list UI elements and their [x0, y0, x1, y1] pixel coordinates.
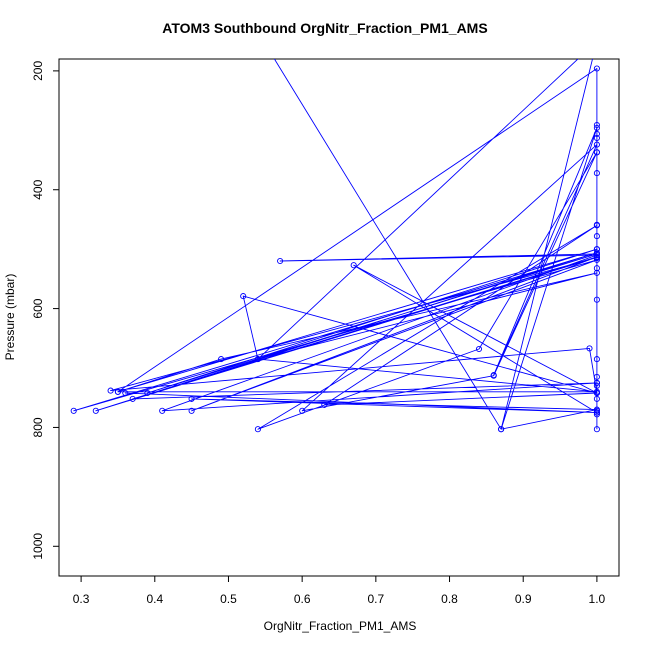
data-point: [593, 265, 600, 272]
chart-title: ATOM3 Southbound OrgNitr_Fraction_PM1_AM…: [162, 20, 488, 36]
data-point: [218, 356, 225, 363]
data-point: [593, 379, 600, 386]
x-tick-label: 0.9: [515, 592, 532, 606]
data-point: [593, 149, 600, 156]
data-point: [593, 134, 600, 142]
data-point: [593, 65, 600, 72]
y-tick-label: 1000: [31, 533, 45, 560]
data-point: [593, 170, 600, 177]
data-point: [593, 121, 600, 129]
series-line: [73, 59, 598, 430]
data-point: [586, 345, 593, 352]
data-point: [159, 407, 166, 414]
data-point: [70, 407, 77, 414]
data-point: [593, 407, 600, 414]
x-tick-label: 0.4: [146, 592, 163, 606]
x-tick-label: 0.6: [294, 592, 311, 606]
data-point: [144, 389, 151, 397]
data-point: [240, 293, 247, 300]
x-axis-label: OrgNitr_Fraction_PM1_AMS: [263, 619, 417, 633]
data-point: [593, 124, 600, 131]
data-point: [114, 388, 121, 395]
data-point: [593, 389, 600, 397]
data-point: [254, 356, 261, 363]
data-point: [277, 257, 284, 265]
data-point: [107, 387, 114, 394]
data-point: [593, 356, 600, 363]
data-point: [593, 130, 600, 137]
x-tick-label: 0.5: [220, 592, 237, 606]
data-point: [475, 345, 483, 353]
data-point: [593, 395, 600, 402]
data-point: [188, 407, 195, 414]
data-point: [593, 221, 600, 228]
data-point: [321, 401, 328, 408]
y-tick-label: 400: [31, 179, 45, 199]
data-point: [350, 262, 357, 269]
data-point: [299, 407, 306, 414]
data-point: [593, 411, 600, 418]
y-axis-label: Pressure (mbar): [3, 273, 17, 361]
x-tick-label: 0.7: [367, 592, 384, 606]
y-tick-label: 600: [31, 298, 45, 318]
y-tick-label: 800: [31, 417, 45, 437]
data-point: [593, 233, 600, 240]
x-tick-label: 0.3: [73, 592, 90, 606]
data-point: [129, 395, 136, 402]
data-point: [593, 269, 600, 276]
data-point: [593, 141, 600, 148]
y-axis: 200 400 600 800 1000: [31, 61, 59, 560]
plot-frame: [58, 58, 620, 577]
data-point: [188, 395, 195, 402]
data-point: [593, 296, 600, 303]
data-point: [254, 426, 261, 433]
data-point: [593, 256, 600, 263]
data-point: [593, 373, 600, 380]
data-point: [593, 382, 600, 389]
data-point: [498, 426, 505, 433]
data-point: [593, 255, 600, 262]
data-point: [92, 407, 99, 414]
y-tick-label: 200: [31, 61, 45, 81]
x-tick-label: 0.8: [441, 592, 458, 606]
data-point: [593, 426, 600, 433]
data-point: [593, 409, 600, 416]
x-tick-label: 1.0: [589, 592, 606, 606]
data-point: [593, 246, 600, 253]
data-point: [122, 389, 129, 397]
x-axis: 0.3 0.4 0.5 0.6 0.7 0.8 0.9 1.0: [73, 576, 606, 606]
data-point: [490, 372, 497, 379]
series-layer: [70, 59, 600, 433]
